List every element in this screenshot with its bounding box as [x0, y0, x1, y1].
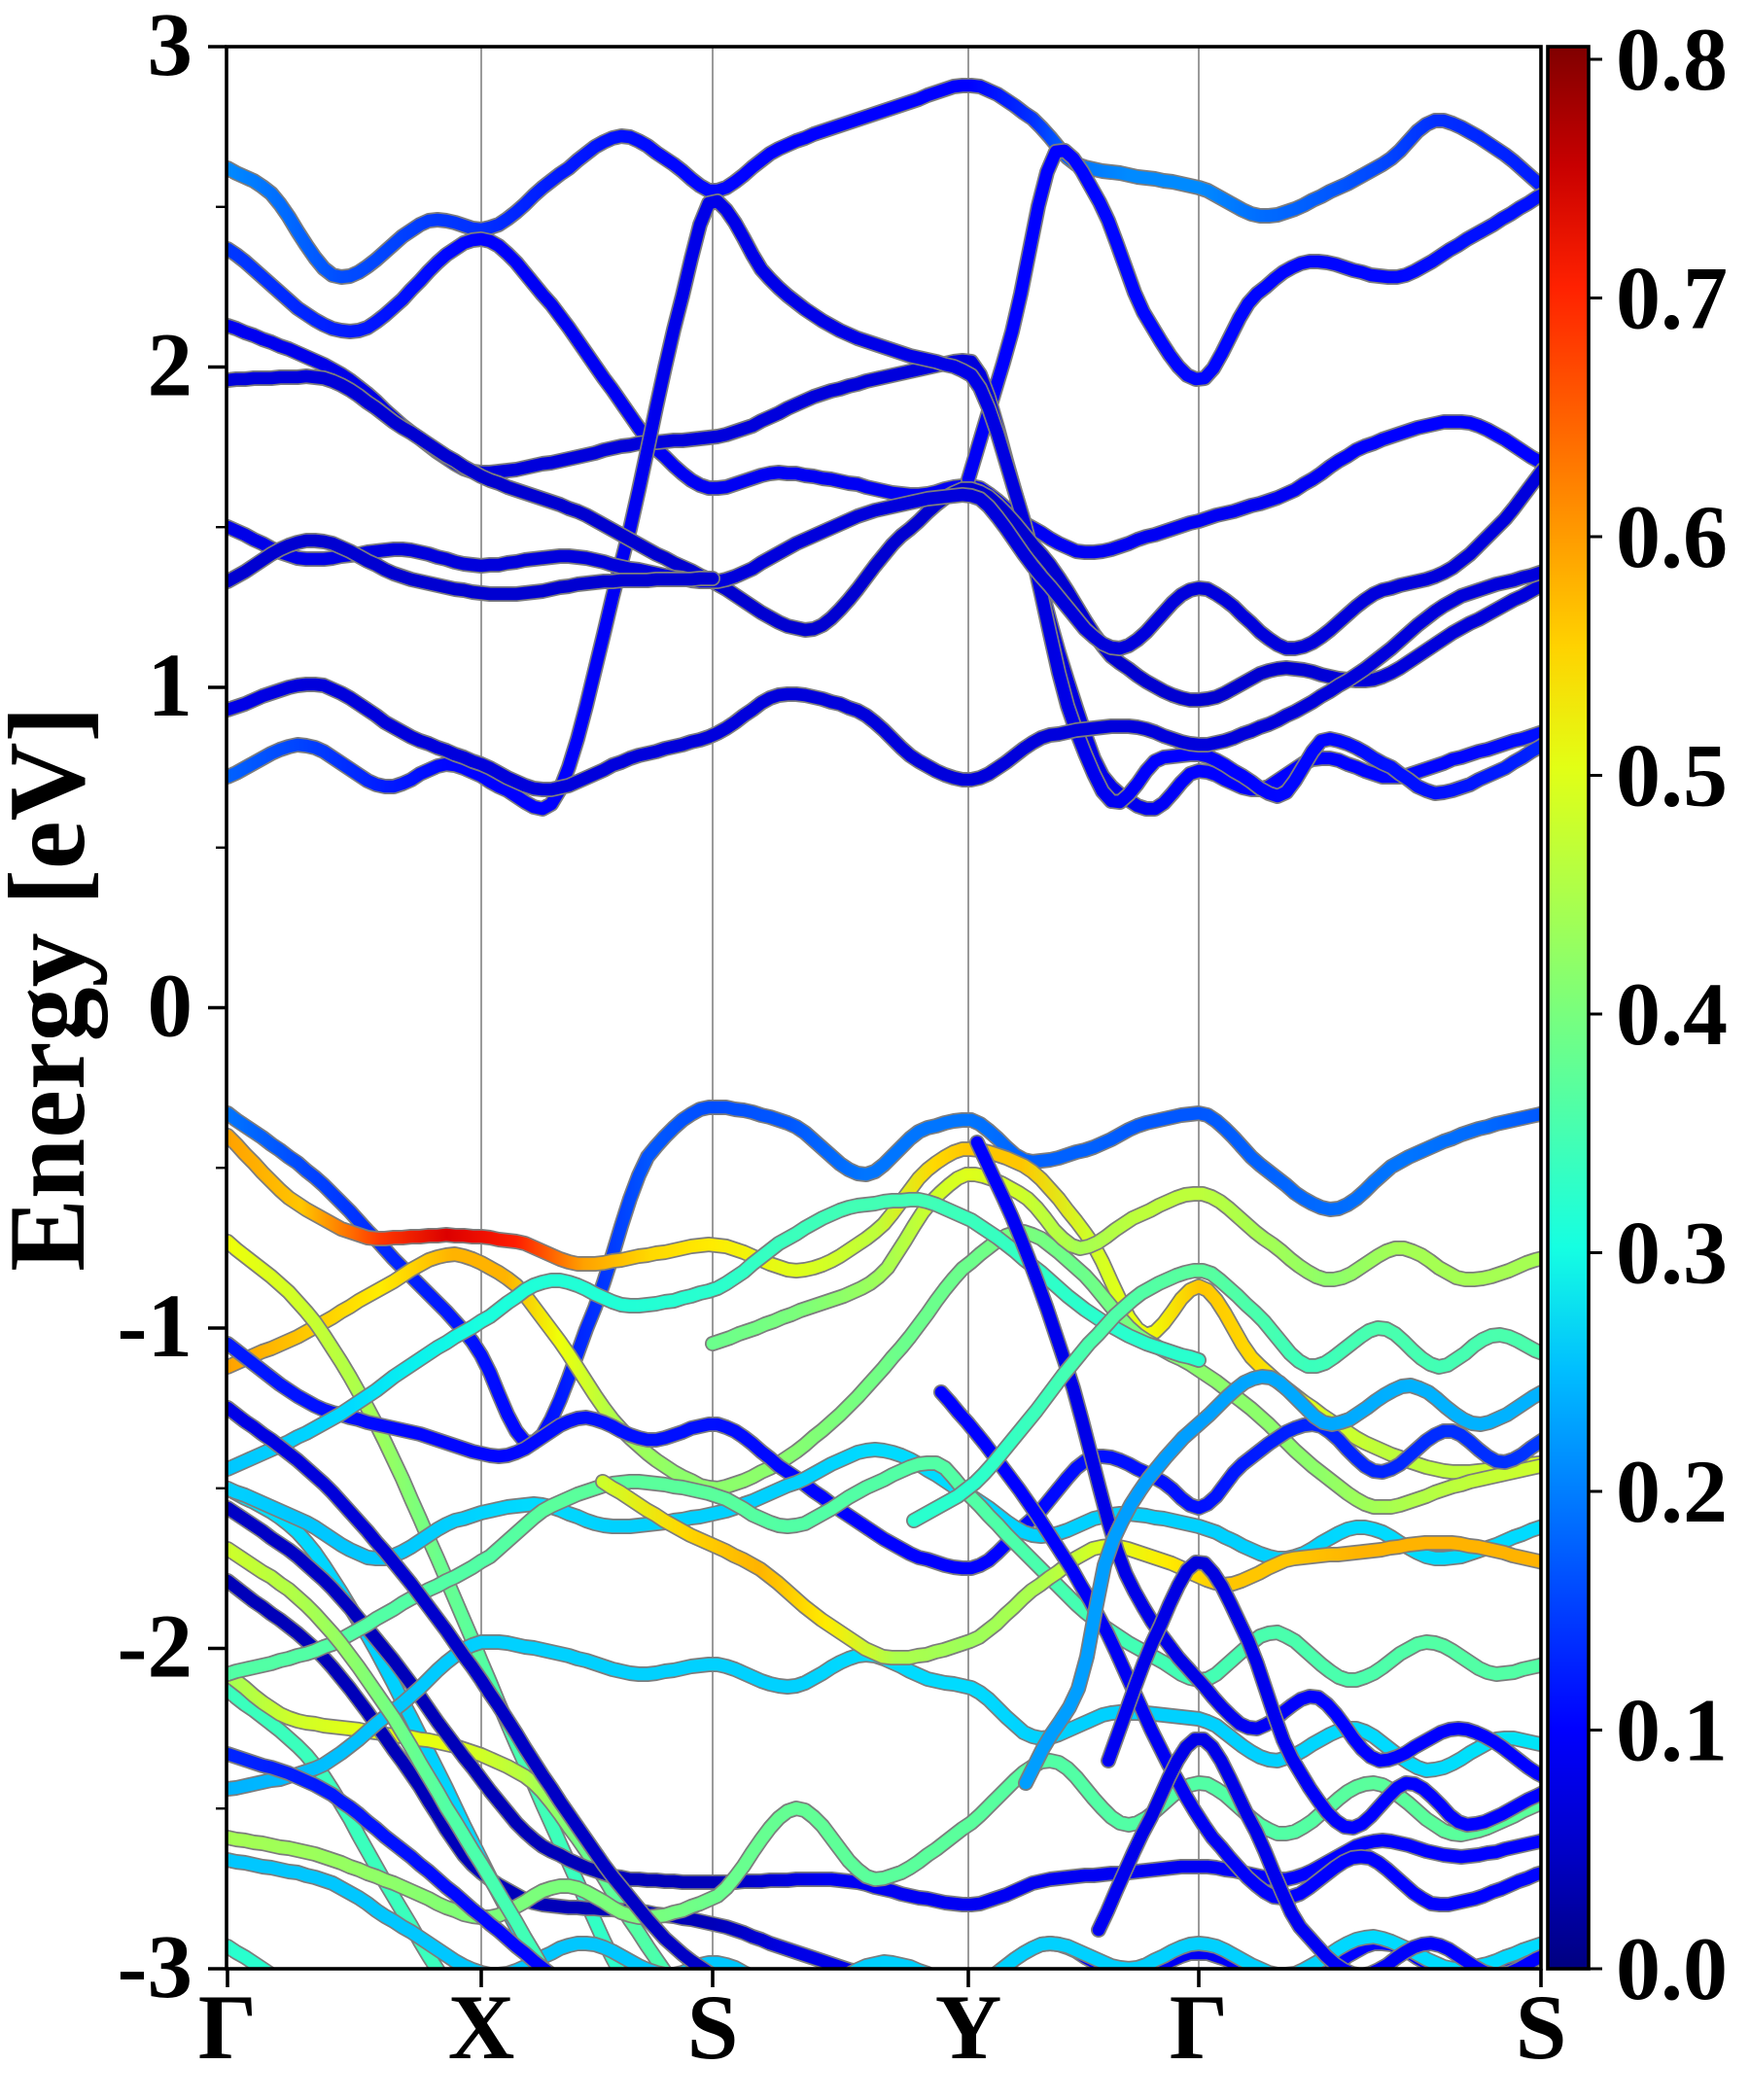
svg-text:S: S — [687, 1976, 739, 2079]
svg-text:0.5: 0.5 — [1616, 726, 1728, 825]
svg-text:2: 2 — [148, 316, 193, 416]
svg-text:0.2: 0.2 — [1616, 1442, 1728, 1541]
svg-text:3: 3 — [148, 0, 193, 95]
svg-text:-1: -1 — [118, 1277, 192, 1377]
svg-text:0.0: 0.0 — [1616, 1919, 1728, 2018]
svg-text:0.7: 0.7 — [1616, 249, 1728, 348]
svg-text:X: X — [448, 1976, 515, 2079]
svg-text:Γ: Γ — [198, 1976, 257, 2079]
svg-text:Y: Y — [935, 1976, 1002, 2079]
svg-text:0.6: 0.6 — [1616, 487, 1728, 586]
svg-text:-2: -2 — [118, 1597, 192, 1698]
svg-text:0.3: 0.3 — [1616, 1204, 1728, 1303]
svg-text:0.4: 0.4 — [1616, 964, 1728, 1064]
svg-text:0: 0 — [148, 957, 193, 1057]
svg-text:Energy [eV]: Energy [eV] — [0, 706, 108, 1272]
svg-text:1: 1 — [148, 636, 193, 736]
svg-text:S: S — [1516, 1976, 1567, 2079]
svg-text:-3: -3 — [118, 1917, 192, 2017]
svg-text:Γ: Γ — [1170, 1976, 1228, 2079]
svg-text:0.1: 0.1 — [1616, 1681, 1728, 1780]
svg-text:0.8: 0.8 — [1616, 10, 1728, 109]
